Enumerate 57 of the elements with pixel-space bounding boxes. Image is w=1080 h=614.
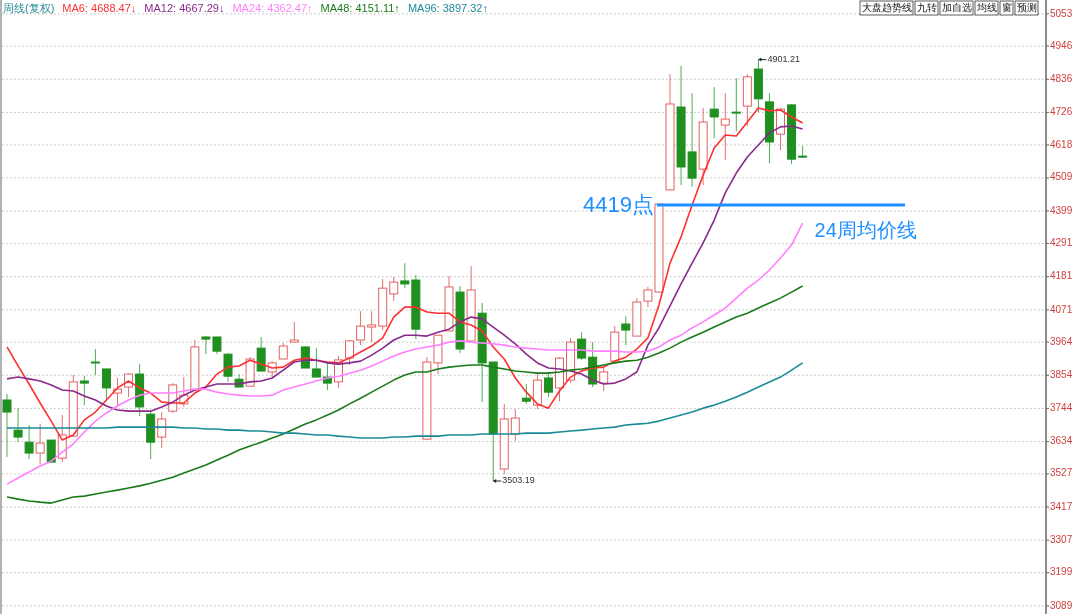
y-tick-label: 3199: [1050, 566, 1073, 578]
candlestick: [101, 368, 111, 400]
y-tick-label: 4836: [1050, 72, 1073, 84]
candlestick: [345, 339, 355, 366]
candlestick: [356, 310, 366, 346]
y-tick-label: 3744: [1050, 402, 1073, 414]
candlestick: [510, 408, 520, 442]
y-tick-label: 4399: [1050, 204, 1073, 216]
y-tick-label: 4181: [1050, 270, 1073, 282]
y-tick-label: 4946: [1050, 39, 1073, 51]
text: MA6: 4688.47↓: [62, 1, 137, 14]
text: 24周均价线: [814, 219, 917, 242]
candlestick: [577, 331, 587, 361]
y-tick-label: 4618: [1050, 138, 1073, 150]
candlestick: [90, 348, 100, 376]
candlestick: [24, 424, 34, 460]
y-tick-label: 4291: [1050, 237, 1073, 249]
candlestick: [13, 407, 23, 443]
y-tick-label: 4726: [1050, 106, 1073, 118]
candlestick: [311, 347, 321, 378]
y-tick-label: 3307: [1050, 533, 1073, 545]
text: MA12: 4667.29↓: [144, 1, 225, 14]
candlestick: [367, 310, 377, 343]
candlestick: [113, 377, 122, 408]
text: MA24: 4362.47↑: [232, 1, 313, 14]
chart-title: 周线(复权): [3, 1, 55, 14]
candlestick: [389, 276, 399, 302]
annotation: 4901.21: [767, 53, 800, 64]
candlestick: [256, 336, 266, 372]
y-tick-label: 3634: [1050, 435, 1073, 447]
candlestick: [599, 366, 609, 392]
annotation: 3503.19: [502, 475, 535, 486]
toolbar: 大盘趋势线 九转 加自选 均线 窗 预测: [859, 0, 1039, 16]
candlestick: [223, 352, 233, 383]
candlestick: [35, 423, 45, 465]
y-tick-label: 3527: [1050, 467, 1073, 479]
text: MA48: 4151.11↑: [320, 1, 400, 14]
y-tick-label: 5053: [1050, 7, 1073, 19]
candlestick: [521, 383, 531, 405]
candlestick: [400, 262, 410, 289]
y-tick-label: 4071: [1050, 303, 1073, 315]
candlestick: [2, 393, 12, 458]
candlestick: [621, 315, 631, 346]
y-tick-label: 3964: [1050, 335, 1073, 347]
candlestick: [731, 77, 741, 132]
candlestick: [543, 371, 553, 398]
candlestick: [79, 375, 89, 406]
y-tick-label: 3854: [1050, 368, 1073, 380]
y-tick-label: 3089: [1050, 599, 1073, 611]
text: MA96: 3897.32↑: [407, 1, 488, 14]
y-tick-label: 4509: [1050, 171, 1073, 183]
candlestick: [720, 92, 730, 161]
ref-line-label: 4419点: [583, 191, 654, 217]
candlestick: [157, 411, 167, 449]
candlestick: [289, 321, 299, 343]
candlestick: [709, 86, 719, 139]
y-tick-label: 3417: [1050, 500, 1073, 512]
